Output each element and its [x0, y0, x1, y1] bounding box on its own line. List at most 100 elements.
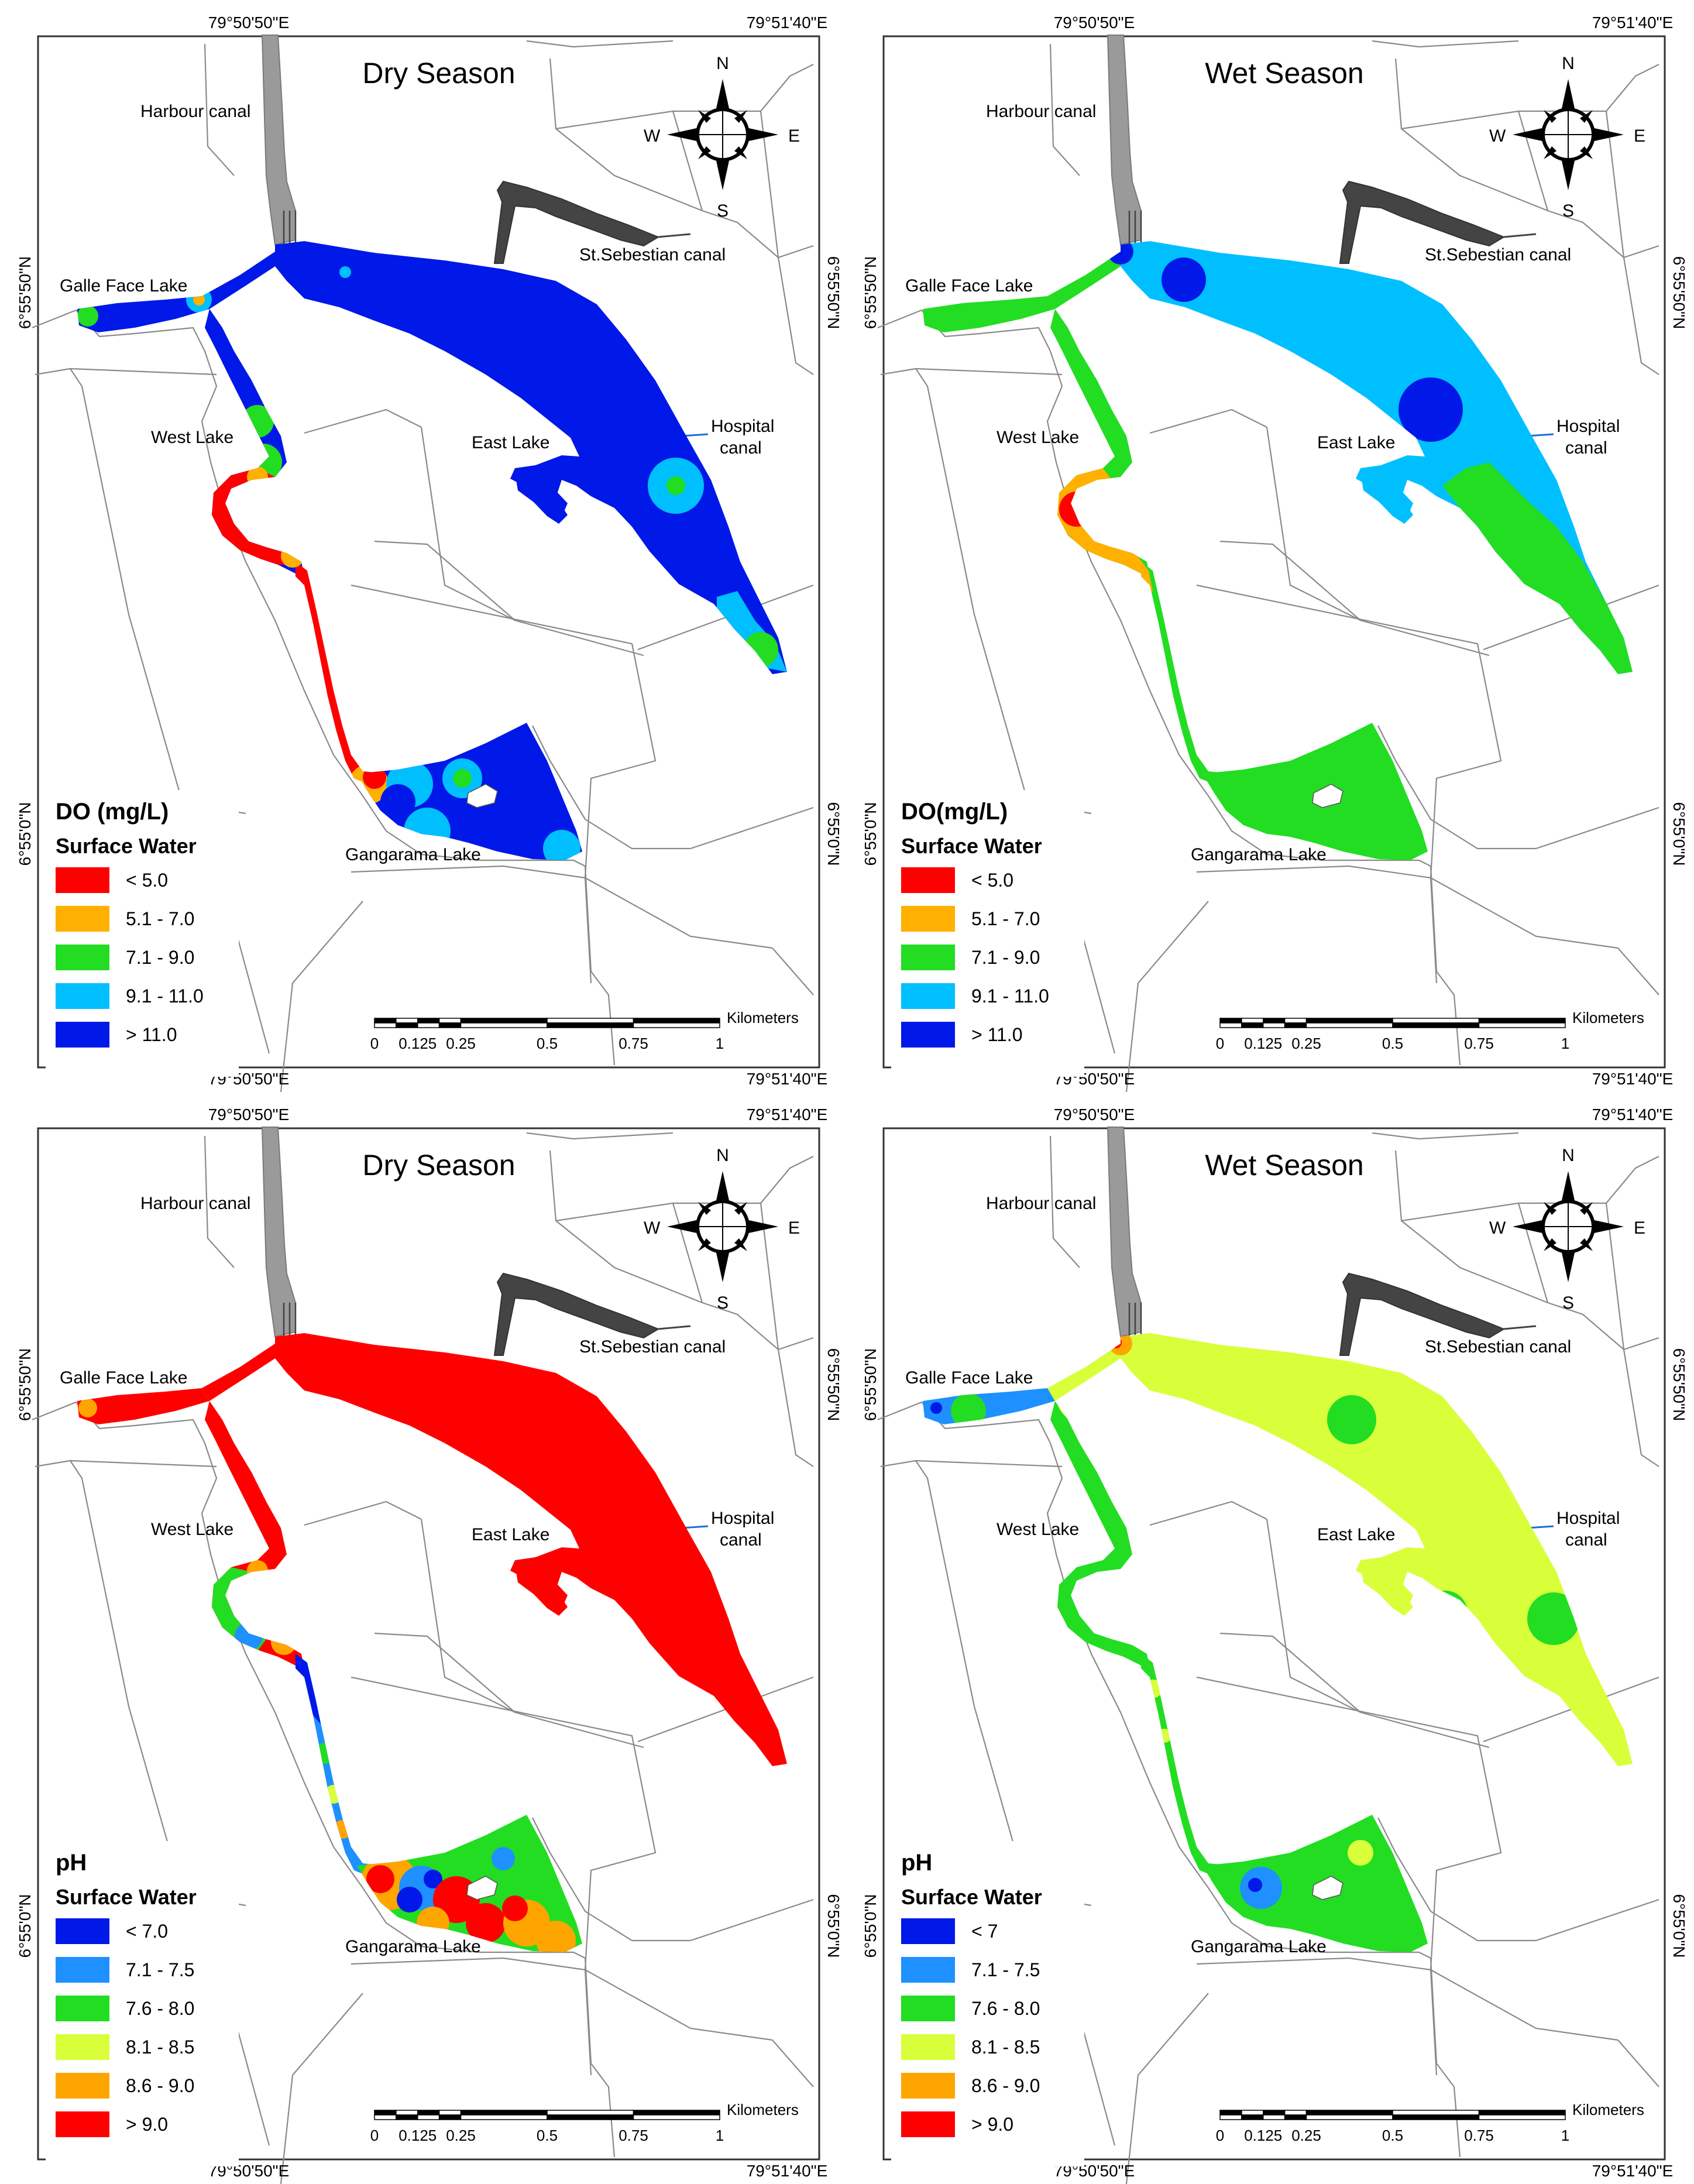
map-content — [877, 35, 1659, 1092]
legend-swatch — [56, 2111, 109, 2137]
value-zone — [466, 1903, 506, 1943]
lon-bottom-right: 79°51'40"E — [747, 2162, 828, 2180]
lake-island — [466, 1876, 498, 1900]
road-line — [1149, 408, 1267, 434]
label-galle-face-lake: Galle Face Lake — [60, 276, 187, 296]
legend-label: 7.6 - 8.0 — [971, 1998, 1040, 2019]
value-zone — [1442, 462, 1633, 674]
st-sebastian-canal-shape — [1339, 180, 1506, 264]
lat-left-top: 6°55'50"N — [16, 1348, 34, 1421]
scale-tick-label: 1 — [716, 2127, 724, 2144]
legend-label: 8.1 - 8.5 — [126, 2037, 194, 2058]
scale-tick-label: 0.75 — [619, 2127, 648, 2144]
label-harbour-canal: Harbour canal — [986, 1194, 1096, 1213]
scale-tick-label: 0.25 — [446, 1035, 476, 1052]
galle-face-connector-water — [202, 1344, 280, 1401]
legend-label: < 5.0 — [971, 870, 1013, 891]
scale-unit: Kilometers — [1572, 2101, 1644, 2118]
road-line — [1125, 1993, 1209, 2184]
road-line — [1430, 1969, 1619, 2041]
panel-title: Dry Season — [362, 57, 515, 90]
scale-unit: Kilometers — [727, 2101, 799, 2118]
value-zone — [295, 1654, 321, 1724]
lon-top-right: 79°51'40"E — [747, 13, 828, 32]
harbour-canal-lock — [1128, 211, 1142, 245]
scale-unit: Kilometers — [727, 1009, 799, 1026]
lon-top-right: 79°51'40"E — [1592, 1105, 1674, 1124]
road-line — [585, 1969, 773, 2041]
legend-label: < 5.0 — [126, 870, 168, 891]
legend-label: 5.1 - 7.0 — [971, 908, 1040, 929]
scale-tick-label: 0.75 — [1464, 2127, 1494, 2144]
legend-label: 7.6 - 8.0 — [126, 1998, 194, 2019]
value-zone — [502, 1895, 528, 1921]
value-zone — [1348, 1840, 1373, 1866]
lat-right-top: 6°55'50"N — [1670, 1348, 1688, 1421]
lat-left-top: 6°55'50"N — [861, 256, 879, 329]
road-line — [280, 1993, 363, 2184]
map-ph-dry: Harbour canal St.Sebestian canal Galle Fac… — [16, 1105, 843, 2184]
connecting-channel-water — [1141, 1654, 1220, 1876]
road-line — [549, 1150, 703, 1304]
legend-swatch — [901, 1022, 955, 1048]
panel-do-dry: Harbour canal St.Sebestian canal Galle Fac… — [0, 0, 848, 1092]
compass-e: E — [1634, 126, 1645, 146]
legend: DO (mg/L) Surface Water < 5.0 5.1 - 7.0 7.1 … — [46, 790, 239, 1077]
value-zone — [380, 784, 415, 819]
value-zone — [78, 1399, 97, 1417]
legend-label: 8.6 - 9.0 — [126, 2075, 194, 2096]
legend-swatch — [56, 1918, 109, 1944]
west-lake-water — [205, 309, 304, 576]
lon-top-right: 79°51'40"E — [747, 1105, 828, 1124]
map-ph-wet: Harbour canal St.Sebestian canal Galle Fac… — [861, 1105, 1688, 2184]
road-line — [1430, 877, 1619, 949]
road-line — [1219, 540, 1361, 621]
st-sebastian-canal-shape — [493, 180, 660, 264]
label-east-lake: East Lake — [472, 433, 549, 452]
road-line — [915, 1460, 1063, 1468]
legend-label: 7.1 - 7.5 — [971, 1959, 1040, 1980]
panel-do-wet: Harbour canal St.Sebestian canal Galle Fac… — [846, 0, 1694, 1092]
label-gangarama-lake: Gangarama Lake — [345, 845, 481, 864]
lat-right-bottom: 6°55'0"N — [1670, 1894, 1688, 1958]
value-zone — [1327, 1395, 1376, 1444]
lake-island — [1312, 1876, 1343, 1900]
scale-tick-label: 0.25 — [1291, 1035, 1321, 1052]
map-do-dry: Harbour canal St.Sebestian canal Galle Fac… — [16, 13, 843, 1092]
east-lake-arm-water — [515, 1565, 568, 1616]
legend-label: 7.1 - 9.0 — [126, 947, 194, 968]
legend-swatch — [56, 1996, 109, 2021]
road-line — [772, 947, 814, 995]
lon-top-right: 79°51'40"E — [1592, 13, 1674, 32]
road-line — [777, 257, 814, 375]
legend-swatch — [901, 867, 955, 893]
road-line — [1219, 1632, 1361, 1713]
panel-title: Wet Season — [1205, 1149, 1363, 1182]
connecting-channel-water — [1141, 562, 1220, 784]
scale-tick-label: 0.5 — [537, 2127, 558, 2144]
road-line — [549, 58, 703, 212]
label-st-sebastian-canal: St.Sebestian canal — [1425, 1337, 1571, 1357]
value-zone — [666, 476, 685, 495]
value-zone — [212, 1567, 266, 1651]
label-harbour-canal: Harbour canal — [986, 102, 1096, 121]
scale-tick-label: 0 — [1216, 1035, 1224, 1052]
lon-top-left: 79°50'50"E — [208, 13, 290, 32]
legend-swatch — [901, 1996, 955, 2021]
panel-ph-wet: Harbour canal St.Sebestian canal Galle Fac… — [846, 1092, 1694, 2184]
value-zone — [930, 1402, 942, 1414]
legend-label: 8.6 - 9.0 — [971, 2075, 1040, 2096]
road-line — [1149, 1500, 1267, 1526]
lat-left-bottom: 6°55'0"N — [861, 802, 879, 866]
scale-tick-label: 1 — [1561, 2127, 1569, 2144]
compass-w: W — [1489, 1218, 1506, 1238]
road-line — [690, 1898, 814, 1942]
road-line — [1535, 806, 1659, 850]
st-sebastian-canal-shape — [493, 1272, 660, 1356]
road-line — [1623, 1349, 1659, 1467]
legend-label: 7.1 - 7.5 — [126, 1959, 194, 1980]
compass-s: S — [1562, 201, 1574, 221]
road-line — [374, 1632, 516, 1713]
value-zone — [492, 1847, 515, 1870]
